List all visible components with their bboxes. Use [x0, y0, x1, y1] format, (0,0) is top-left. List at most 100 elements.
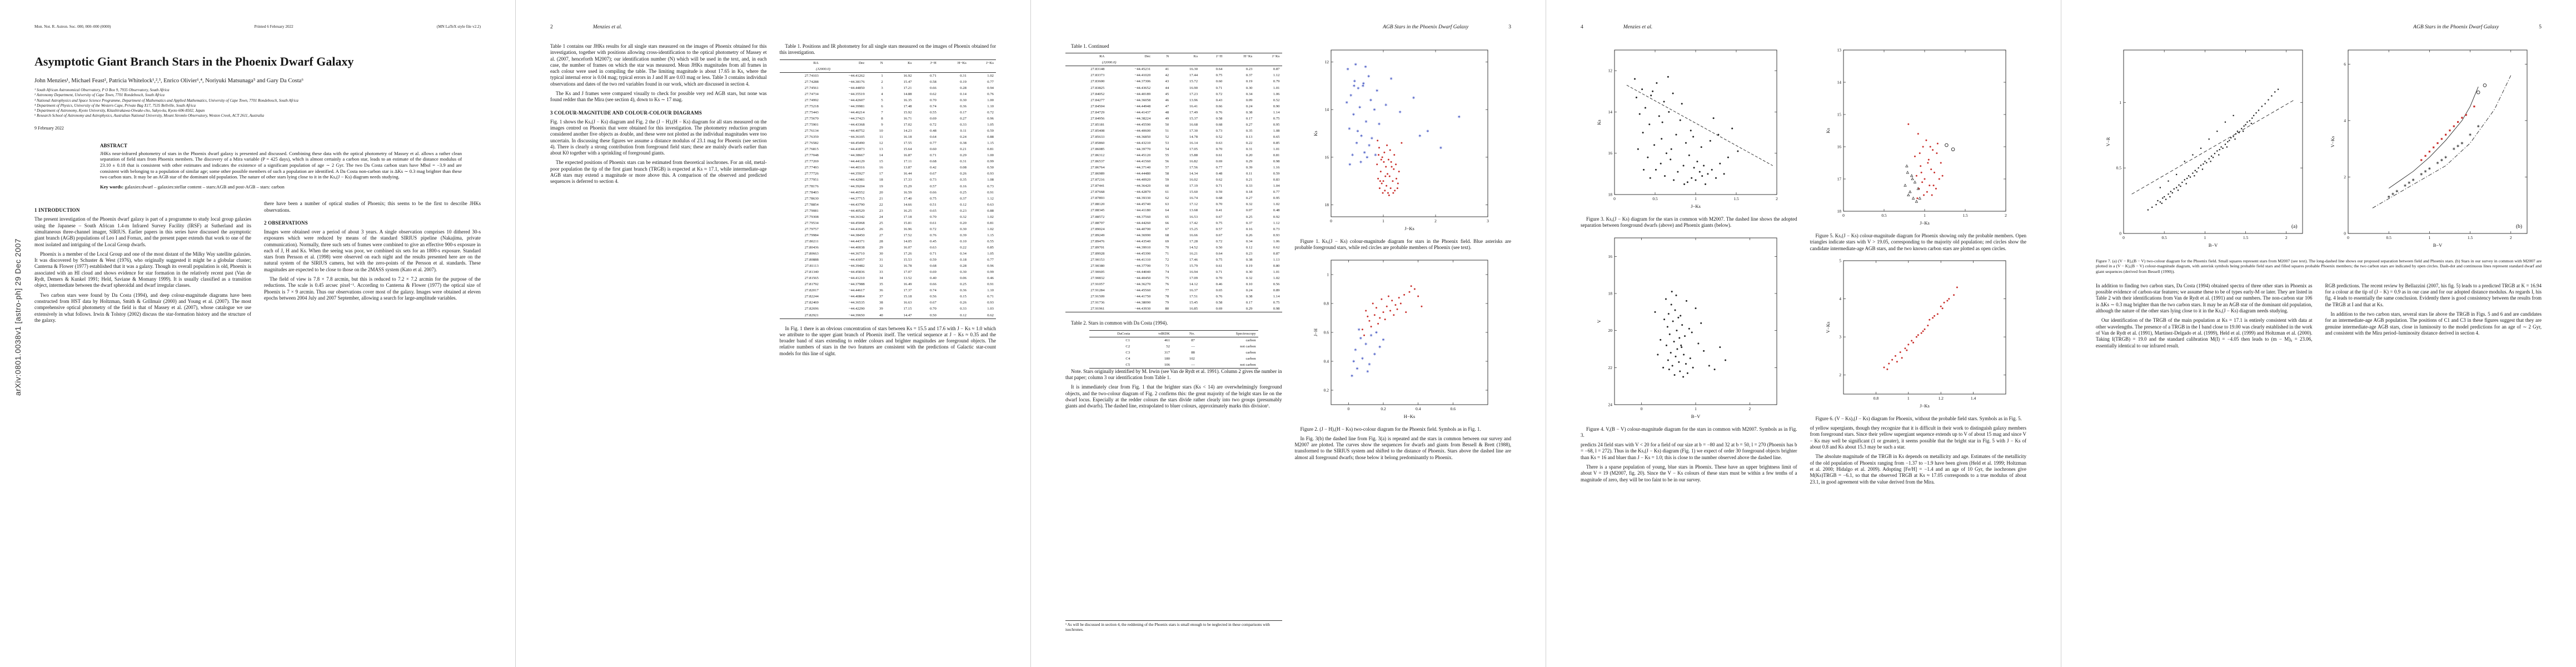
- svg-text:0.4: 0.4: [1324, 359, 1329, 364]
- body-paragraph: In addition to finding two carbon stars,…: [2096, 282, 2313, 314]
- svg-text:14: 14: [1608, 109, 1612, 115]
- figure-6-plot: 0.8 1 1.2 1.4 2 3 4 5 J−Ks V−Ks: [1810, 255, 2027, 414]
- page3-right-column: 0 1 2 3 12 14 16 18 J−Ks Ks Figure 1. Ks,(J − Ks)…: [1294, 43, 1512, 464]
- page3-columns: Table 1. Continued RA Dec N Ks J−H H−Ks J−Ks (J…: [1065, 43, 1511, 633]
- body-paragraph: In addition to the two carbon stars, sev…: [2325, 311, 2542, 336]
- svg-text:0.2: 0.2: [1324, 387, 1329, 392]
- svg-text:J−H: J−H: [1313, 328, 1318, 336]
- running-head: 2 Menzies et al.: [550, 24, 996, 30]
- figure-3-plot: 0 0.5 1 1.5 2 12 14 16 18 J−Ks Ks: [1581, 44, 1797, 214]
- page-2: 2 Menzies et al. Table 1 contains our JH…: [515, 0, 1030, 667]
- figure-7-caption: Figure 7. (a) (V − R),(B − V) two-colour…: [2096, 258, 2542, 274]
- table-1: RA Dec N Ks J−H H−Ks J−Ks (J2000.0) 27.74103 −44.…: [779, 59, 996, 319]
- svg-text:18: 18: [1837, 209, 1842, 214]
- page1-right-column: there have been a number of optical stud…: [264, 201, 481, 305]
- svg-text:2: 2: [1434, 218, 1437, 223]
- svg-text:2: 2: [2285, 235, 2288, 240]
- svg-text:1: 1: [1907, 396, 1910, 401]
- svg-text:0.8: 0.8: [1324, 301, 1329, 306]
- svg-text:V−Ks: V−Ks: [1825, 322, 1831, 333]
- svg-text:6: 6: [2344, 62, 2346, 67]
- body-paragraph: The expected positions of Phoenix stars …: [550, 160, 767, 185]
- table-2-caption: Table 2. Stars in common with Da Costa (…: [1071, 320, 1168, 326]
- svg-text:B−V: B−V: [2433, 242, 2443, 248]
- intro-paragraph: Phoenix is a member of the Local Group a…: [34, 251, 251, 288]
- body-paragraph: predicts 24 field stars with V < 20 for …: [1581, 442, 1797, 460]
- page1-left-column: 1 INTRODUCTION The present investigation…: [34, 201, 251, 327]
- page2-right-column: Table 1. Positions and IR photometry for…: [779, 43, 996, 360]
- body-paragraph: The Ks and J frames were compared visual…: [550, 91, 767, 103]
- page-number: 4: [1581, 24, 1583, 30]
- author-list: John Menzies¹, Michael Feast², Patricia …: [34, 78, 303, 84]
- svg-text:1.4: 1.4: [1971, 396, 1976, 401]
- keywords-line: Key words: galaxies:dwarf – galaxies:ste…: [100, 184, 462, 190]
- svg-text:1.5: 1.5: [1963, 213, 1969, 218]
- svg-text:16: 16: [1325, 155, 1329, 160]
- body-paragraph: Fig. 1 shows the Ks,(J − Ks) diagram and…: [550, 118, 767, 156]
- svg-text:14: 14: [1325, 107, 1329, 112]
- svg-text:Ks: Ks: [1313, 131, 1318, 136]
- figure-2-plot: 0 0.2 0.4 0.6 0.2 0.4 0.6 0.8 1 H−Ks J−H: [1295, 255, 1512, 424]
- body-paragraph: In Fig. 1 there is an obvious concentrat…: [779, 325, 996, 356]
- svg-text:16: 16: [1837, 145, 1842, 150]
- svg-text:2: 2: [2510, 235, 2512, 240]
- svg-text:2: 2: [1776, 196, 1778, 201]
- svg-text:1: 1: [1695, 406, 1697, 411]
- svg-text:1: 1: [1695, 196, 1697, 201]
- svg-text:0.6: 0.6: [1324, 330, 1329, 335]
- affiliations: ¹ South African Astronomical Observatory…: [34, 88, 481, 119]
- svg-text:18: 18: [1325, 202, 1329, 207]
- keywords-text: galaxies:dwarf – galaxies:stellar conten…: [124, 183, 285, 190]
- svg-text:0.4: 0.4: [1416, 406, 1421, 411]
- svg-text:H−Ks: H−Ks: [1404, 414, 1415, 419]
- figure-7-panels: 0 0.5 1 1.5 2 0 0.5 1 B−V V−R (a) 0 0.5 1 1.5 2 0 2 4 6 B−V…: [2096, 43, 2542, 255]
- svg-text:0.5: 0.5: [2116, 166, 2122, 171]
- section-3-heading: 3 COLOUR-MAGNITUDE AND COLOUR-COLOUR DIA…: [550, 109, 702, 116]
- svg-text:J−Ks: J−Ks: [1920, 220, 1930, 226]
- svg-text:J−Ks: J−Ks: [1404, 226, 1414, 231]
- paper-title: Asymptotic Giant Branch Stars in the Pho…: [34, 54, 354, 68]
- svg-text:1: 1: [2204, 235, 2206, 240]
- intro-paragraph: Two carbon stars were found by Da Costa …: [34, 292, 251, 323]
- svg-text:22: 22: [1608, 365, 1612, 370]
- svg-text:16: 16: [1608, 253, 1612, 258]
- svg-text:2: 2: [2005, 213, 2007, 218]
- svg-text:0: 0: [2119, 231, 2121, 236]
- footnote: ¹ As will be discussed in section 4, the…: [1065, 620, 1282, 633]
- body-paragraph: It is immediately clear from Fig. 1 that…: [1065, 384, 1282, 409]
- svg-text:17: 17: [1837, 177, 1842, 182]
- running-authors: Menzies et al.: [1623, 24, 1653, 30]
- svg-text:1: 1: [1327, 272, 1329, 277]
- page4-left-column: 0 0.5 1 1.5 2 12 14 16 18 J−Ks Ks Figure 3. Ks,(J …: [1581, 43, 1797, 486]
- svg-text:2: 2: [1840, 372, 1842, 377]
- running-head: AGB Stars in the Phoenix Dwarf Galaxy 5: [2096, 24, 2542, 30]
- running-head: AGB Stars in the Phoenix Dwarf Galaxy 3: [1065, 24, 1511, 30]
- svg-text:4: 4: [2344, 118, 2346, 123]
- svg-text:0.6: 0.6: [1451, 406, 1456, 411]
- keywords-label: Key words:: [100, 183, 124, 190]
- svg-text:B−V: B−V: [2209, 242, 2218, 248]
- svg-text:1: 1: [1924, 213, 1926, 218]
- svg-text:1: 1: [2119, 100, 2121, 105]
- table-1-continued-caption: Table 1. Continued: [1071, 43, 1109, 49]
- body-paragraph: The absolute magnitude of the TRGB in Ks…: [1810, 454, 2027, 485]
- table-1-caption: Table 1. Positions and IR photometry for…: [779, 43, 996, 56]
- svg-text:1.5: 1.5: [1733, 196, 1739, 201]
- svg-text:0: 0: [1641, 406, 1643, 411]
- svg-text:1.5: 1.5: [2243, 235, 2249, 240]
- intro-continued-paragraph: there have been a number of optical stud…: [264, 201, 481, 213]
- svg-text:0.5: 0.5: [1652, 196, 1658, 201]
- affiliation-line: ³ National Astrophysics and Space Scienc…: [34, 98, 298, 103]
- figure-1-caption: Figure 1. Ks,(J − Ks) colour-magnitude d…: [1294, 238, 1512, 251]
- observations-paragraph: The field of view is 7.8 × 7.8 arcmin, b…: [264, 276, 481, 301]
- affiliation-line: ¹ South African Astronomical Observatory…: [34, 88, 170, 92]
- svg-text:0: 0: [2344, 231, 2346, 236]
- svg-text:1: 1: [2428, 235, 2430, 240]
- body-paragraph: In Fig. 3(b) the dashed line from Fig. 3…: [1294, 435, 1512, 460]
- svg-text:1: 1: [1382, 218, 1384, 223]
- observations-paragraph: Images were obtained over a period of ab…: [264, 228, 481, 272]
- section-2-heading: 2 OBSERVATIONS: [264, 220, 308, 226]
- intro-paragraph: The present investigation of the Phoenix…: [34, 216, 251, 247]
- svg-text:2: 2: [1748, 406, 1751, 411]
